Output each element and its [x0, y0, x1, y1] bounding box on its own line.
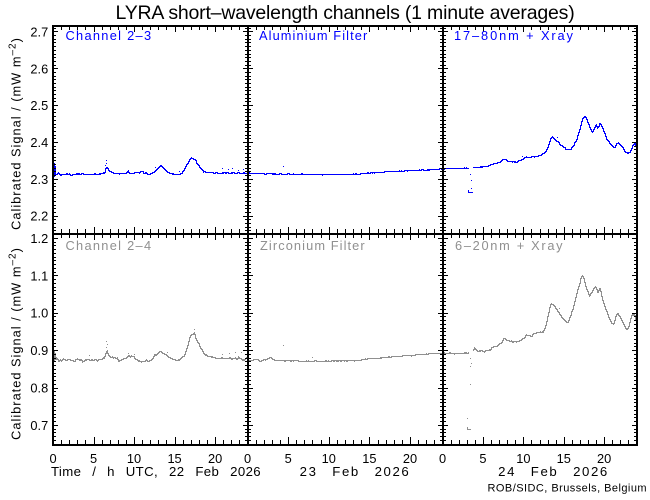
svg-text:2.2: 2.2 — [30, 209, 48, 224]
svg-text:15: 15 — [557, 451, 571, 466]
svg-text:24 Feb 2026: 24 Feb 2026 — [498, 464, 609, 479]
svg-text:2.5: 2.5 — [30, 98, 48, 113]
svg-text:10: 10 — [322, 451, 336, 466]
svg-text:0: 0 — [439, 451, 446, 466]
svg-text:Time / h UTC, 22 Feb 2026: Time / h UTC, 22 Feb 2026 — [51, 464, 261, 479]
svg-text:Calibrated Signal / (mW m–2): Calibrated Signal / (mW m–2) — [8, 247, 24, 440]
svg-text:10: 10 — [127, 451, 141, 466]
svg-text:1.1: 1.1 — [30, 268, 48, 283]
svg-text:Aluminium Filter: Aluminium Filter — [259, 28, 368, 43]
svg-text:0.7: 0.7 — [30, 418, 48, 433]
svg-text:2.7: 2.7 — [30, 24, 48, 39]
svg-text:LYRA short–wavelength channels: LYRA short–wavelength channels (1 minute… — [116, 2, 575, 24]
svg-text:6–20nm + Xray: 6–20nm + Xray — [455, 238, 564, 253]
svg-text:5: 5 — [479, 451, 486, 466]
svg-text:17–80nm + Xray: 17–80nm + Xray — [454, 28, 575, 43]
svg-text:0: 0 — [49, 451, 56, 466]
svg-text:5: 5 — [285, 451, 292, 466]
svg-text:1.2: 1.2 — [30, 231, 48, 246]
svg-text:ROB/SIDC, Brussels, Belgium: ROB/SIDC, Brussels, Belgium — [488, 482, 647, 494]
svg-text:20: 20 — [208, 451, 222, 466]
svg-text:Zirconium Filter: Zirconium Filter — [260, 238, 366, 253]
svg-text:Channel 2–4: Channel 2–4 — [66, 238, 153, 253]
svg-text:0: 0 — [244, 451, 251, 466]
svg-text:2.6: 2.6 — [30, 61, 48, 76]
svg-text:0.8: 0.8 — [30, 381, 48, 396]
svg-text:20: 20 — [597, 451, 611, 466]
svg-text:2.3: 2.3 — [30, 172, 48, 187]
svg-text:2.4: 2.4 — [30, 135, 48, 150]
svg-text:0.9: 0.9 — [30, 343, 48, 358]
svg-text:10: 10 — [516, 451, 530, 466]
svg-text:1.0: 1.0 — [30, 306, 48, 321]
svg-text:15: 15 — [167, 451, 181, 466]
svg-text:Channel 2–3: Channel 2–3 — [66, 28, 153, 43]
svg-text:15: 15 — [362, 451, 376, 466]
svg-text:23 Feb 2026: 23 Feb 2026 — [300, 464, 411, 479]
svg-text:Calibrated Signal / (mW m–2): Calibrated Signal / (mW m–2) — [8, 37, 24, 230]
svg-text:20: 20 — [403, 451, 417, 466]
svg-text:5: 5 — [90, 451, 97, 466]
